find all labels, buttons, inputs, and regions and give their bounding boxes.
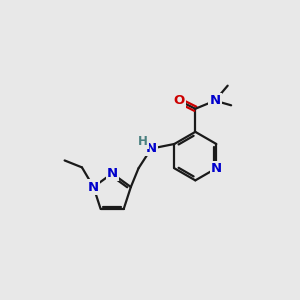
- Text: O: O: [173, 94, 185, 107]
- Text: N: N: [209, 94, 220, 107]
- Text: N: N: [106, 167, 118, 180]
- Text: N: N: [146, 142, 157, 155]
- Text: N: N: [211, 162, 222, 175]
- Text: H: H: [138, 135, 148, 148]
- Text: N: N: [88, 181, 99, 194]
